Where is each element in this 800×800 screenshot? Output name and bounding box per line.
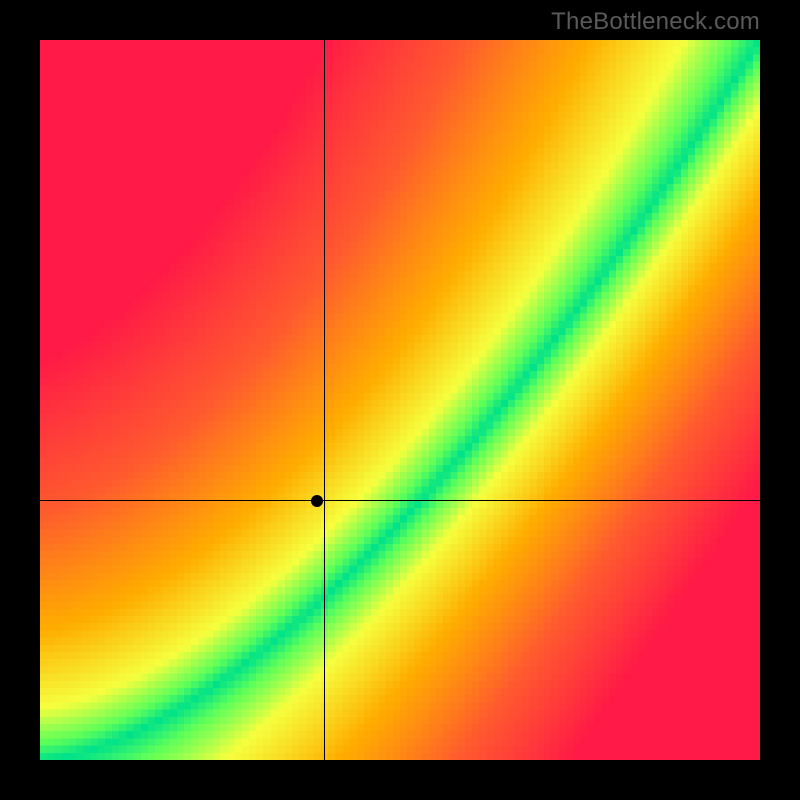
data-point-marker: [311, 495, 323, 507]
crosshair-vertical: [324, 40, 325, 760]
watermark-text: TheBottleneck.com: [551, 8, 760, 36]
crosshair-horizontal: [40, 500, 760, 501]
bottleneck-heatmap: [40, 40, 760, 760]
